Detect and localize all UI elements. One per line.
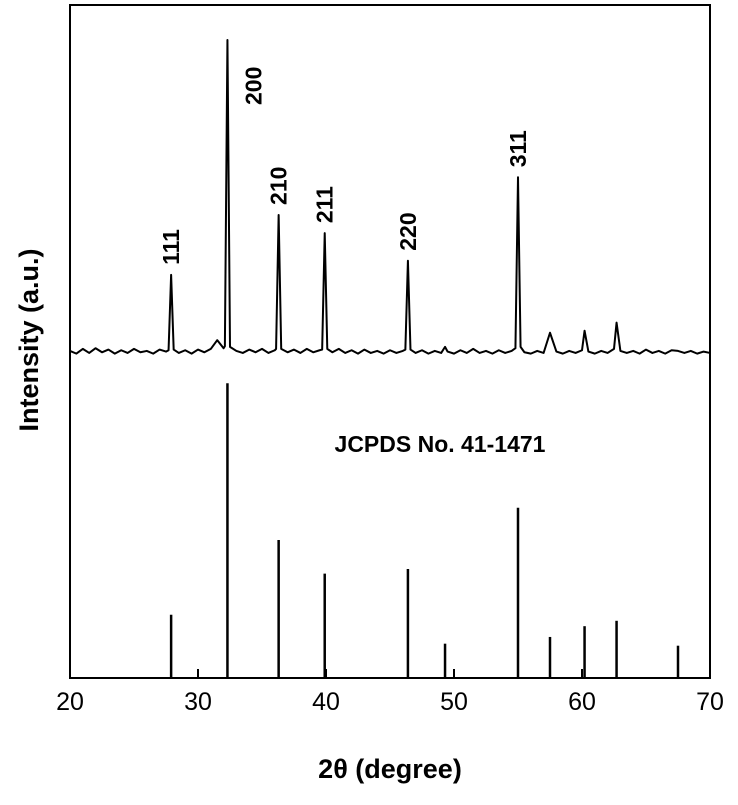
- peak-label: 200: [240, 67, 266, 105]
- y-axis-label: Intensity (a.u.): [14, 248, 44, 431]
- x-tick-label: 30: [184, 688, 212, 716]
- peak-label: 111: [158, 229, 184, 265]
- peak-label: 210: [266, 167, 292, 205]
- peak-label: 311: [505, 130, 531, 167]
- x-tick-label: 40: [312, 688, 340, 716]
- x-axis-label: 2θ (degree): [318, 754, 462, 784]
- peak-label: 220: [395, 212, 421, 250]
- plot-frame: [69, 4, 711, 679]
- x-tick-label: 20: [56, 688, 84, 716]
- reference-label: JCPDS No. 41-1471: [335, 431, 546, 457]
- x-tick-label: 50: [440, 688, 468, 716]
- peak-label: 211: [312, 186, 338, 223]
- pattern-line: [69, 38, 711, 355]
- x-tick-label: 70: [696, 688, 724, 716]
- x-tick-label: 60: [568, 688, 596, 716]
